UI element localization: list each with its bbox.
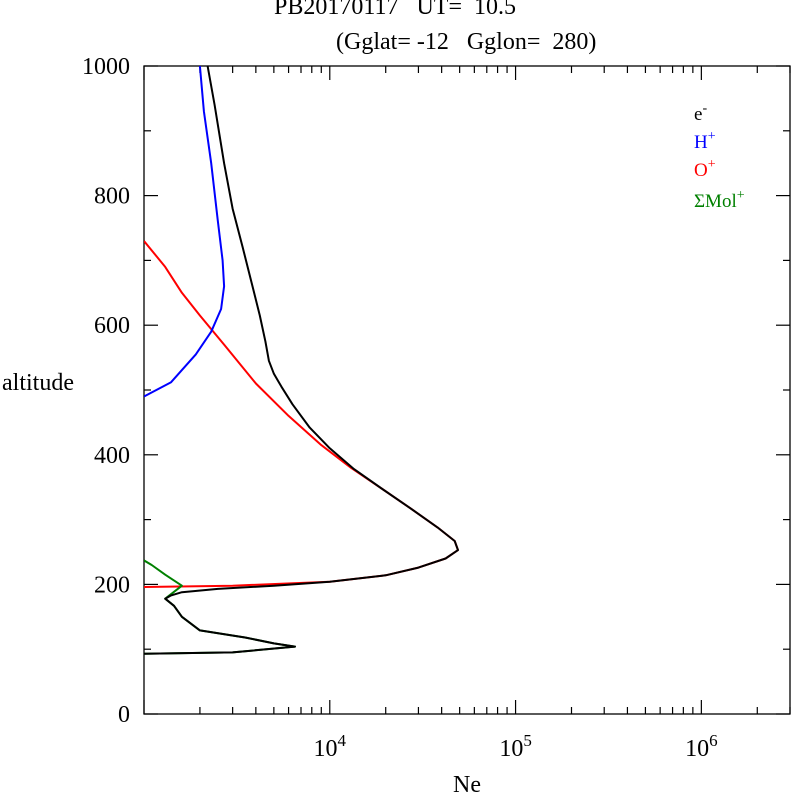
legend: e- H+ O+ ΣMol+ (694, 101, 745, 212)
y-tick-label: 600 (94, 313, 130, 339)
y-axis-label: altitude (2, 370, 74, 396)
y-tick-label: 1000 (82, 54, 130, 80)
series-group (144, 66, 459, 655)
chart-title: PB20170117 UT= 10.5 (274, 0, 516, 20)
legend-entry: e- (694, 101, 707, 125)
legend-entry: H+ (694, 129, 716, 153)
series-line (144, 66, 459, 655)
axis-ticks (143, 65, 791, 715)
y-tick-label: 0 (118, 702, 130, 728)
y-tick-label: 200 (94, 572, 130, 598)
y-tick-label: 800 (94, 184, 130, 210)
x-tick-labels: 104 105 106 (314, 731, 718, 762)
y-tick-labels: 0 200 400 600 800 1000 (82, 54, 130, 728)
legend-entry: ΣMol+ (694, 188, 745, 212)
legend-entry: O+ (694, 157, 716, 181)
y-tick-label: 400 (94, 443, 130, 469)
series-line (144, 559, 296, 655)
series-line (144, 66, 226, 398)
x-tick-label: 104 (314, 731, 347, 762)
chart-subtitle: (Gglat= -12 Gglon= 280) (336, 29, 597, 55)
x-tick-label: 105 (499, 731, 532, 762)
x-tick-label: 106 (685, 731, 718, 762)
series-line (144, 240, 459, 588)
x-axis-label: Ne (453, 772, 481, 795)
